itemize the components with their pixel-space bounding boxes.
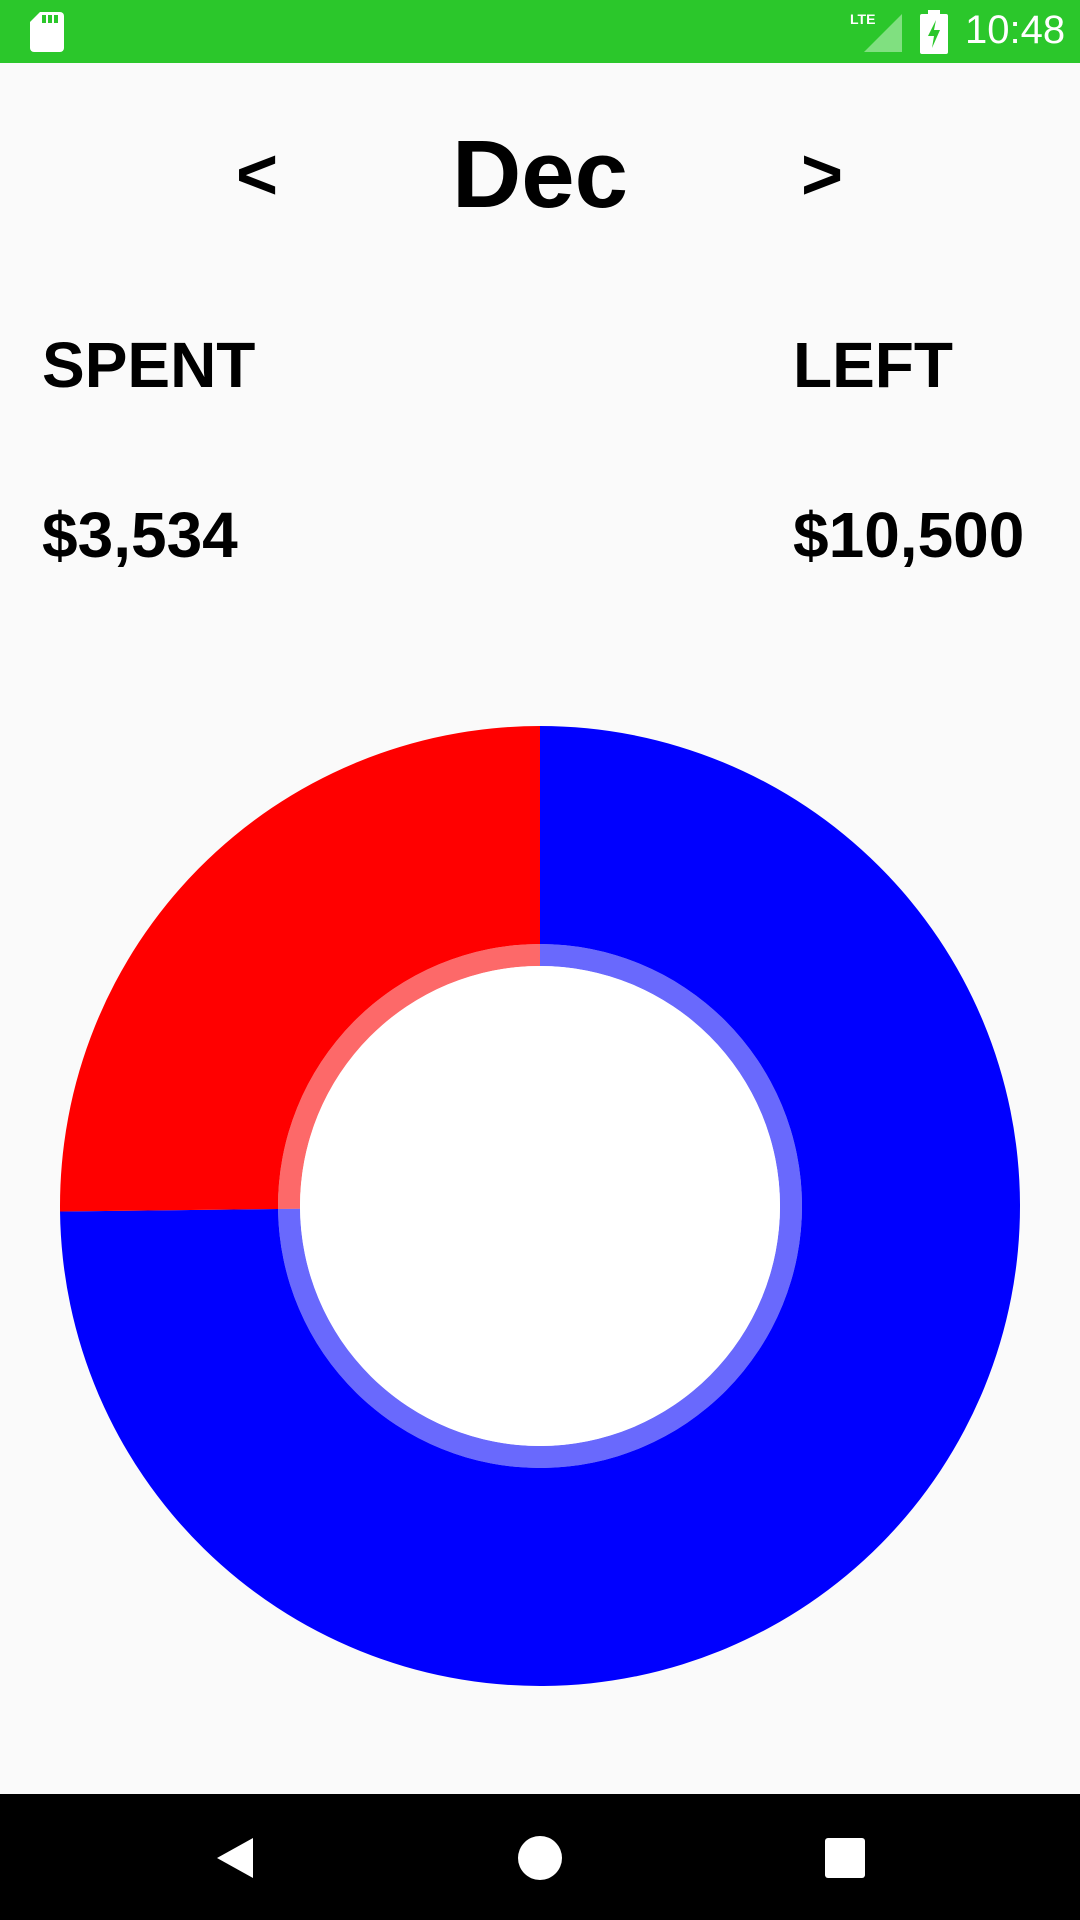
month-title: Dec [451, 121, 629, 228]
home-icon[interactable] [516, 1834, 564, 1882]
spent-value: $3,534 [42, 499, 238, 571]
svg-text:LTE: LTE [850, 11, 875, 27]
donut-inner-ring-0 [278, 944, 540, 1209]
navigation-bar [0, 1794, 1080, 1920]
status-bar: LTE 10:48 [0, 0, 1080, 63]
recents-icon[interactable] [821, 1834, 869, 1882]
sd-card-icon [30, 12, 64, 52]
spent-label: SPENT [42, 329, 256, 401]
previous-month-button[interactable]: < [235, 135, 279, 215]
back-icon[interactable] [213, 1834, 261, 1882]
budget-donut-chart [60, 726, 1021, 1686]
donut-slice-1 [60, 726, 1021, 1686]
status-time: 10:48 [965, 8, 1066, 52]
lte-signal-icon: LTE [850, 11, 902, 52]
donut-center [300, 966, 780, 1446]
donut-slice-0 [60, 726, 540, 1212]
next-month-button[interactable]: > [800, 135, 844, 215]
left-label: LEFT [793, 329, 953, 401]
battery-charging-icon [920, 10, 948, 54]
left-value: $10,500 [793, 499, 1025, 571]
